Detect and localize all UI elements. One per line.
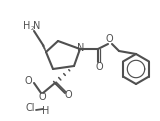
Text: N: N <box>33 21 41 31</box>
Text: Cl: Cl <box>25 103 35 113</box>
Text: O: O <box>38 92 46 102</box>
Text: O: O <box>105 34 113 44</box>
Text: O: O <box>95 62 103 72</box>
Text: H: H <box>42 106 50 116</box>
Text: N: N <box>77 43 85 53</box>
Text: O: O <box>24 76 32 86</box>
Text: 2: 2 <box>30 26 34 31</box>
Text: O: O <box>64 90 72 100</box>
Text: H: H <box>23 21 31 31</box>
Polygon shape <box>42 45 46 52</box>
